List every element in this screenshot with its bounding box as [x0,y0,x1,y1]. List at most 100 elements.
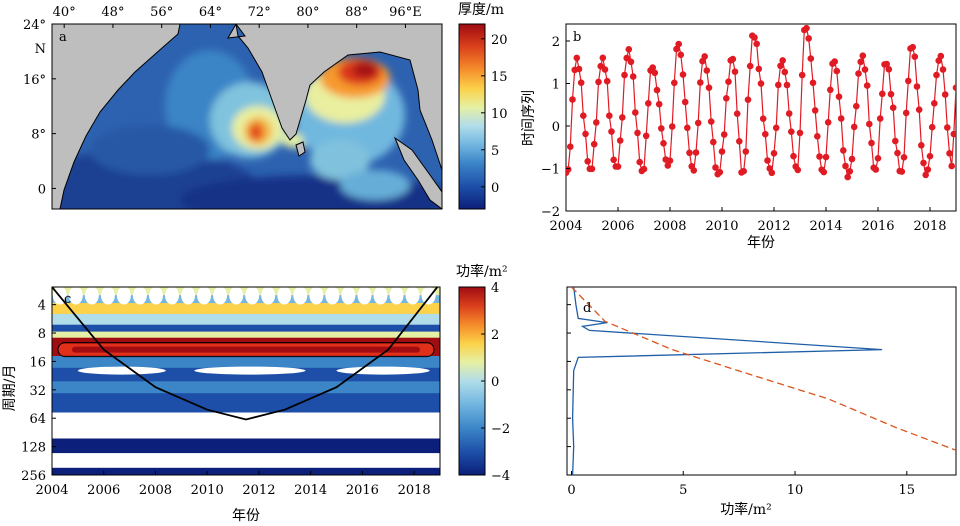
panel-c-x-tick-label: 2010 [191,483,224,498]
panel-b-point [629,73,637,80]
panel-c-significance-contour [57,342,435,358]
panel-b-point [861,66,869,73]
panel-b-point [658,125,665,132]
panel-a-colorbar-tick-label: 5 [491,144,499,159]
panel-b-point [710,138,717,146]
panel-b-point [900,154,908,161]
panel-b-point [673,45,680,53]
panel-b-point [679,71,687,78]
panel-b-point [842,162,849,170]
panel-b-point [827,86,834,94]
panel-b-point [824,119,832,126]
panel-b-point [764,157,771,164]
panel-a-colorbar-scale [458,23,486,210]
panel-c-lobe [373,287,388,305]
panel-a-top-tick-label: 64° [199,5,222,20]
panel-c-colorbar: 功率/m² 4 2 0 −2 −4 [456,263,510,484]
panel-b-point [837,115,845,122]
panel-b-point [642,132,650,140]
panel-c-y-tick-label: 32 [29,384,46,399]
panel-b-x-tick-label: 2018 [913,219,946,234]
panel-b-ticks: 2004 2006 2008 2010 2012 2014 2016 2018 2 1 0 −1 −2 [541,35,947,234]
panel-b-point [584,158,591,165]
panel-d-spectrum-line [571,287,883,475]
panel-b-point [937,52,945,60]
panel-a-colorbar-title: 厚度/m [458,2,504,18]
panel-b-point [874,155,882,162]
panel-d-xlabel: 功率/m² [720,501,772,518]
panel-d-series [571,287,956,475]
panel-c-x-tick-label: 2004 [35,483,68,498]
panel-b-point [898,168,906,175]
panel-b-point [777,62,784,70]
panel-c-wavelet: c 2004 2006 2008 2010 2012 2014 2016 2018 4 8 16 32… [2,286,441,524]
panel-b-point [671,79,678,87]
panel-b-point [853,102,860,110]
panel-c-colorbar-title: 功率/m² [456,263,508,280]
panel-b-point [805,35,812,42]
panel-b-point [894,149,901,157]
panel-a-top-tick-label: 48° [101,5,124,20]
panel-b-point [941,91,949,98]
panel-b-point [621,71,628,79]
panel-c-band [52,393,440,413]
panel-c-lobe [116,287,131,305]
panel-a-left-tick-label: 24° [23,18,46,33]
panel-b-point [623,54,630,62]
panel-b-label: b [573,30,581,45]
panel-b-x-tick-label: 2006 [601,219,634,234]
panel-b-point [744,96,752,103]
panel-b-point [582,130,589,138]
panel-b-point [779,57,786,64]
panel-b-point [775,81,782,89]
panel-b-point [608,128,615,135]
panel-b-timeseries: b 2004 2006 2008 2010 2012 2014 2016 2018 2 1 0 −1 −… [521,23,957,251]
panel-b-point [872,166,880,173]
panel-b-point [573,54,581,62]
panel-b-point [772,124,780,132]
panel-b-point [902,109,910,117]
panel-b-point [946,150,953,157]
panel-a-label: a [59,30,67,45]
panel-b-point [746,62,754,70]
panel-b-point [653,86,661,94]
panel-a-colorbar-tick-label: 0 [491,181,499,196]
panel-c-lobe [100,287,115,305]
panel-b-point [807,55,815,62]
panel-a-field [52,50,442,209]
panel-b-point [599,54,607,62]
panel-b-point [575,65,583,73]
panel-b-point [840,147,847,154]
panel-b-point [879,90,886,98]
panel-b-point [794,166,802,174]
panel-b-point [913,83,921,90]
panel-b-y-tick-label: −1 [541,163,560,178]
panel-b-point [855,70,862,77]
panel-b-point [883,60,890,68]
panel-b-point [636,158,643,166]
panel-b-point [781,68,789,76]
panel-b-point [859,52,867,59]
panel-c-lobe [277,287,292,305]
panel-b-point [707,118,715,125]
panel-b-point [651,69,659,77]
panel-c-lobe [149,287,163,305]
panel-c-lobe [309,287,324,305]
panel-c-y-tick-label: 4 [38,299,46,314]
panel-c-x-tick-label: 2008 [139,483,172,498]
panel-a-colorbar-tick-label: 10 [491,107,508,122]
panel-c-lobe [389,287,404,305]
panel-c-x-tick-label: 2012 [242,483,275,498]
panel-c-colorbar-tick-label: 0 [491,375,499,390]
panel-b-x-tick-label: 2012 [757,219,790,234]
panel-b-point [632,109,639,116]
panel-b-point [926,152,934,160]
panel-b-point [759,115,767,122]
panel-c-bands [52,287,440,475]
panel-b-point [697,79,704,86]
panel-b-point [920,159,927,167]
panel-a-frame [51,23,443,210]
panel-b-y-tick-label: 1 [552,78,560,93]
panel-b-point [690,167,698,174]
panel-b-xlabel: 年份 [747,235,775,251]
